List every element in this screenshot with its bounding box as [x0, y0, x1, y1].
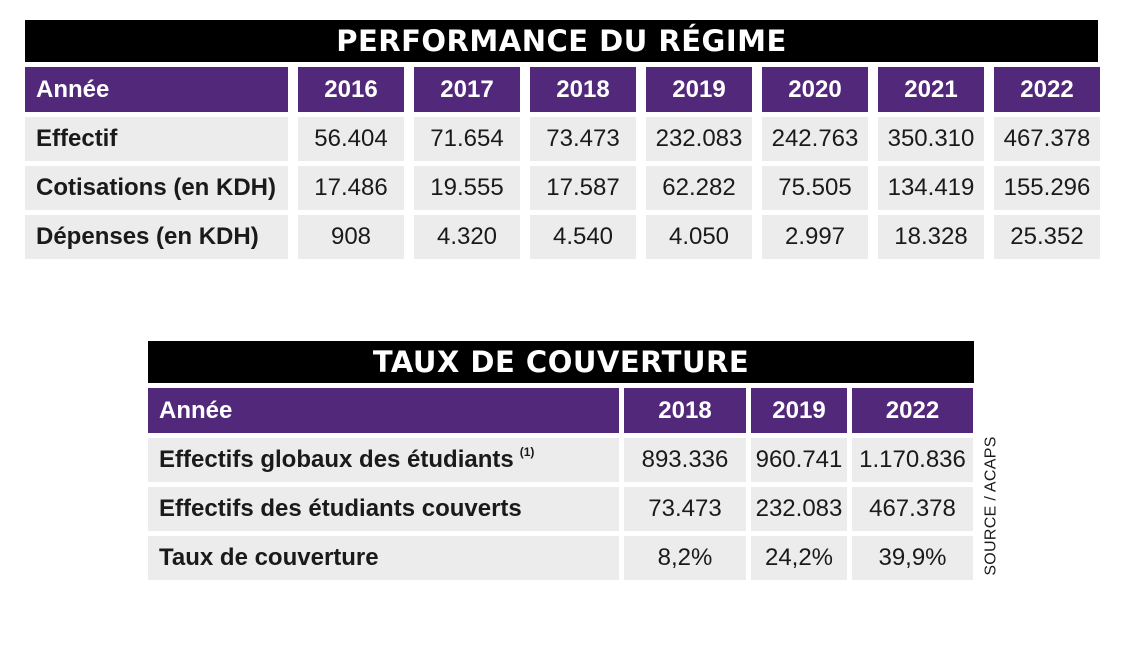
row-label-depenses: Dépenses (en KDH): [25, 215, 288, 259]
coverage-year-2018: 2018: [624, 388, 746, 433]
table-cell: 71.654: [414, 117, 520, 161]
table-cell: 242.763: [762, 117, 868, 161]
table-cell: 39,9%: [852, 536, 973, 580]
row-label-effectifs-couverts: Effectifs des étudiants couverts: [148, 487, 619, 531]
row-label-effectif: Effectif: [25, 117, 288, 161]
performance-year-2021: 2021: [878, 67, 984, 112]
performance-table: Année 2016 2017 2018 2019 2020 2021 2022…: [25, 67, 1100, 259]
table-cell: 467.378: [852, 487, 973, 531]
table-cell: 908: [298, 215, 404, 259]
row-label-effectifs-globaux: Effectifs globaux des étudiants (1): [148, 438, 619, 482]
footnote-marker: (1): [519, 445, 535, 459]
table-cell: 4.050: [646, 215, 752, 259]
coverage-table: Année 2018 2019 2022 Effectifs globaux d…: [148, 388, 974, 580]
coverage-year-2019: 2019: [751, 388, 847, 433]
performance-year-2016: 2016: [298, 67, 404, 112]
table-cell: 467.378: [994, 117, 1100, 161]
coverage-title: TAUX DE COUVERTURE: [148, 341, 974, 383]
table-cell: 155.296: [994, 166, 1100, 210]
table-cell: 17.486: [298, 166, 404, 210]
table-cell: 232.083: [751, 487, 847, 531]
table-cell: 56.404: [298, 117, 404, 161]
table-cell: 4.540: [530, 215, 636, 259]
table-cell: 134.419: [878, 166, 984, 210]
table-cell: 19.555: [414, 166, 520, 210]
table-cell: 18.328: [878, 215, 984, 259]
table-cell: 73.473: [530, 117, 636, 161]
table-cell: 4.320: [414, 215, 520, 259]
table-cell: 8,2%: [624, 536, 746, 580]
performance-year-2019: 2019: [646, 67, 752, 112]
table-cell: 1.170.836: [852, 438, 973, 482]
row-label-taux-de-couverture: Taux de couverture: [148, 536, 619, 580]
table-cell: 24,2%: [751, 536, 847, 580]
row-label-cotisations: Cotisations (en KDH): [25, 166, 288, 210]
table-cell: 893.336: [624, 438, 746, 482]
table-cell: 2.997: [762, 215, 868, 259]
coverage-year-header: Année: [148, 388, 619, 433]
coverage-year-2022: 2022: [852, 388, 973, 433]
performance-year-2017: 2017: [414, 67, 520, 112]
performance-title: PERFORMANCE DU RÉGIME: [25, 20, 1098, 62]
table-cell: 75.505: [762, 166, 868, 210]
performance-year-2020: 2020: [762, 67, 868, 112]
table-cell: 73.473: [624, 487, 746, 531]
table-cell: 232.083: [646, 117, 752, 161]
performance-year-2022: 2022: [994, 67, 1100, 112]
table-cell: 350.310: [878, 117, 984, 161]
table-cell: 17.587: [530, 166, 636, 210]
performance-year-2018: 2018: [530, 67, 636, 112]
table-cell: 25.352: [994, 215, 1100, 259]
table-cell: 62.282: [646, 166, 752, 210]
performance-year-header: Année: [25, 67, 288, 112]
table-cell: 960.741: [751, 438, 847, 482]
source-credit: SOURCE / ACAPS: [983, 436, 1001, 576]
